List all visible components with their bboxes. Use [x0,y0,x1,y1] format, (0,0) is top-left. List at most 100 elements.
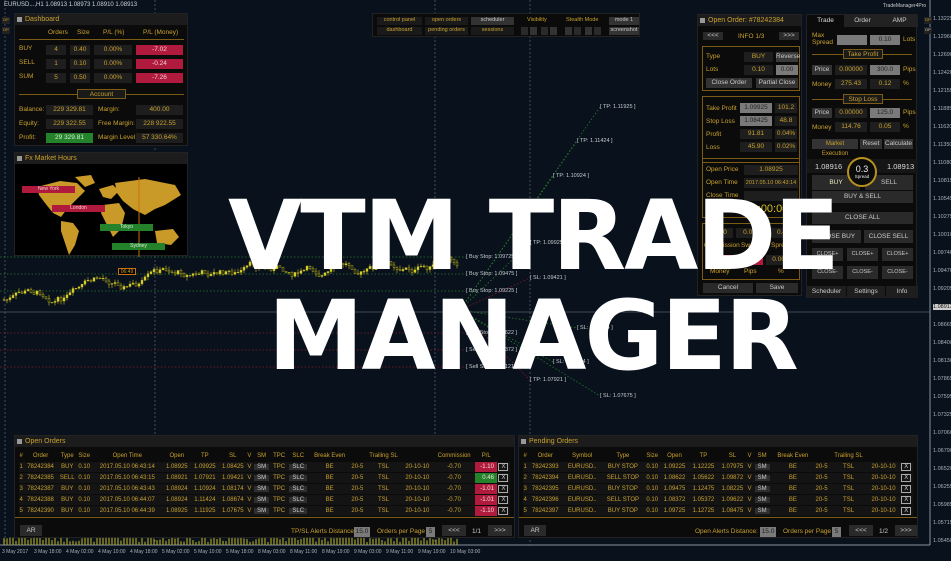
cell-trailing-sl[interactable]: TSL [365,495,402,505]
close-order-button[interactable]: Close Order [706,78,752,88]
column-header[interactable]: # [523,452,527,459]
cell-break-even[interactable]: BE [309,495,350,505]
cell-break-even[interactable]: BE [772,495,814,505]
cell-sm[interactable]: SM [251,473,272,483]
close-sell-button[interactable]: CLOSE SELL [864,230,913,243]
stealth-toggle-3[interactable] [585,27,592,35]
close-order-button[interactable]: X [901,507,912,515]
slc-button[interactable]: SLC [289,497,308,503]
close-plus-buy-button[interactable]: CLOSE+ [812,248,843,261]
column-header[interactable] [350,450,366,461]
column-header[interactable]: TP [699,452,708,459]
slc-button[interactable]: SLC [289,475,308,481]
table-row[interactable]: 4 78242396 EURUSD.. SELL STOP 0.10 1.08372 1.0… [523,495,913,505]
cell-slc[interactable]: SLC [286,473,310,483]
column-header[interactable]: Trailing SL [369,452,398,459]
cell-v[interactable]: V [246,495,252,505]
tab-info[interactable]: Info [886,286,918,298]
close-minus-buy-button[interactable]: CLOSE- [812,266,843,279]
tp-price-input[interactable]: 1.09925 [740,103,772,113]
column-header[interactable]: Size [646,452,659,459]
visibility-toggle-4[interactable] [550,27,557,35]
visibility-toggle-1[interactable] [521,27,528,35]
column-header[interactable] [900,450,913,461]
table-row[interactable]: 1 78242384 BUY 0.10 2017.05.10 06:43:14 1.089… [19,462,510,472]
cell-sm[interactable]: SM [752,462,773,472]
column-header[interactable]: SM [757,452,767,459]
column-header[interactable]: # [19,452,23,459]
cell-break-even[interactable]: BE [309,473,350,483]
prev-order-button[interactable]: <<< [703,32,723,40]
column-header[interactable]: Open Time [112,452,142,459]
close-order-button[interactable]: X [901,496,912,504]
lots-input[interactable]: 0.10 [870,35,900,45]
column-header[interactable]: Type [616,452,630,459]
column-header[interactable] [402,450,433,461]
column-header[interactable]: Break Even [314,452,346,459]
cell-trailing-sl[interactable]: TSL [365,506,402,516]
sl-pips-input[interactable]: 125.0 [870,108,900,118]
tab-scheduler[interactable]: Scheduler [807,286,846,298]
close-cell[interactable]: X [496,484,510,494]
column-header[interactable]: V [247,452,252,459]
column-header[interactable]: Order [32,452,49,459]
cell-v[interactable]: V [746,462,753,472]
column-header[interactable]: Open [169,452,185,459]
close-order-button[interactable]: X [498,496,509,504]
visibility-toggle-2[interactable] [530,27,537,35]
close-cell[interactable]: X [899,484,913,494]
cell-tpc[interactable]: TPC [271,473,287,483]
sm-button[interactable]: SM [254,508,270,514]
column-header[interactable] [497,450,510,461]
cell-trailing-sl[interactable]: TSL [365,473,402,483]
buy-and-sell-button[interactable]: BUY & SELL [812,191,913,203]
ar-button[interactable]: AR [524,525,546,536]
cell-slc[interactable]: SLC [286,495,310,505]
mode-button[interactable]: mode 1 [609,17,639,25]
cell-tpc[interactable]: TPC [271,484,287,494]
cell-v[interactable]: V [746,484,753,494]
cell-sm[interactable]: SM [251,506,272,516]
cell-trailing-sl[interactable]: TSL [829,506,868,516]
tab-settings[interactable]: Settings [847,286,885,298]
next-order-button[interactable]: >>> [779,32,799,40]
stealth-toggle-2[interactable] [574,27,581,35]
sm-button[interactable]: SM [254,464,270,470]
next-page-button[interactable]: >>> [488,525,512,536]
sm-button[interactable]: SM [754,475,770,481]
column-header[interactable]: Commission [437,452,471,459]
column-header[interactable]: Break Even [777,452,809,459]
column-header[interactable]: P/L [481,452,491,459]
cell-sm[interactable]: SM [251,462,272,472]
cell-tpc[interactable]: TPC [271,462,287,472]
cell-slc[interactable]: SLC [286,506,310,516]
cell-v[interactable]: V [246,473,252,483]
close-order-button[interactable]: X [498,463,509,471]
sm-button[interactable]: SM [754,486,770,492]
close-order-button[interactable]: X [498,485,509,493]
column-header[interactable]: Size [78,452,91,459]
close-order-button[interactable]: X [498,507,509,515]
sm-button[interactable]: SM [754,497,770,503]
column-header[interactable]: V [747,452,752,459]
alerts-distance-input[interactable]: 15.0 [760,527,776,537]
cell-sm[interactable]: SM [752,484,773,494]
cell-break-even[interactable]: BE [772,473,814,483]
cell-v[interactable]: V [246,462,252,472]
cell-sm[interactable]: SM [251,484,272,494]
table-row[interactable]: 3 78242387 BUY 0.10 2017.05.10 06:43:43 1.089… [19,484,510,494]
cell-tpc[interactable]: TPC [271,495,287,505]
close-plus-all-button[interactable]: CLOSE+ [847,248,878,261]
cell-sm[interactable]: SM [752,495,773,505]
cell-break-even[interactable]: BE [309,506,350,516]
close-cell[interactable]: X [496,506,510,516]
close-cell[interactable]: X [496,495,510,505]
slc-button[interactable]: SLC [289,508,308,514]
close-order-button[interactable]: X [901,474,912,482]
cell-trailing-sl[interactable]: TSL [829,484,868,494]
pending-orders-button[interactable]: pending orders [425,27,468,35]
alerts-distance-input[interactable]: 15.0 [354,527,370,537]
next-page-button[interactable]: >>> [895,525,917,536]
close-cell[interactable]: X [899,473,913,483]
